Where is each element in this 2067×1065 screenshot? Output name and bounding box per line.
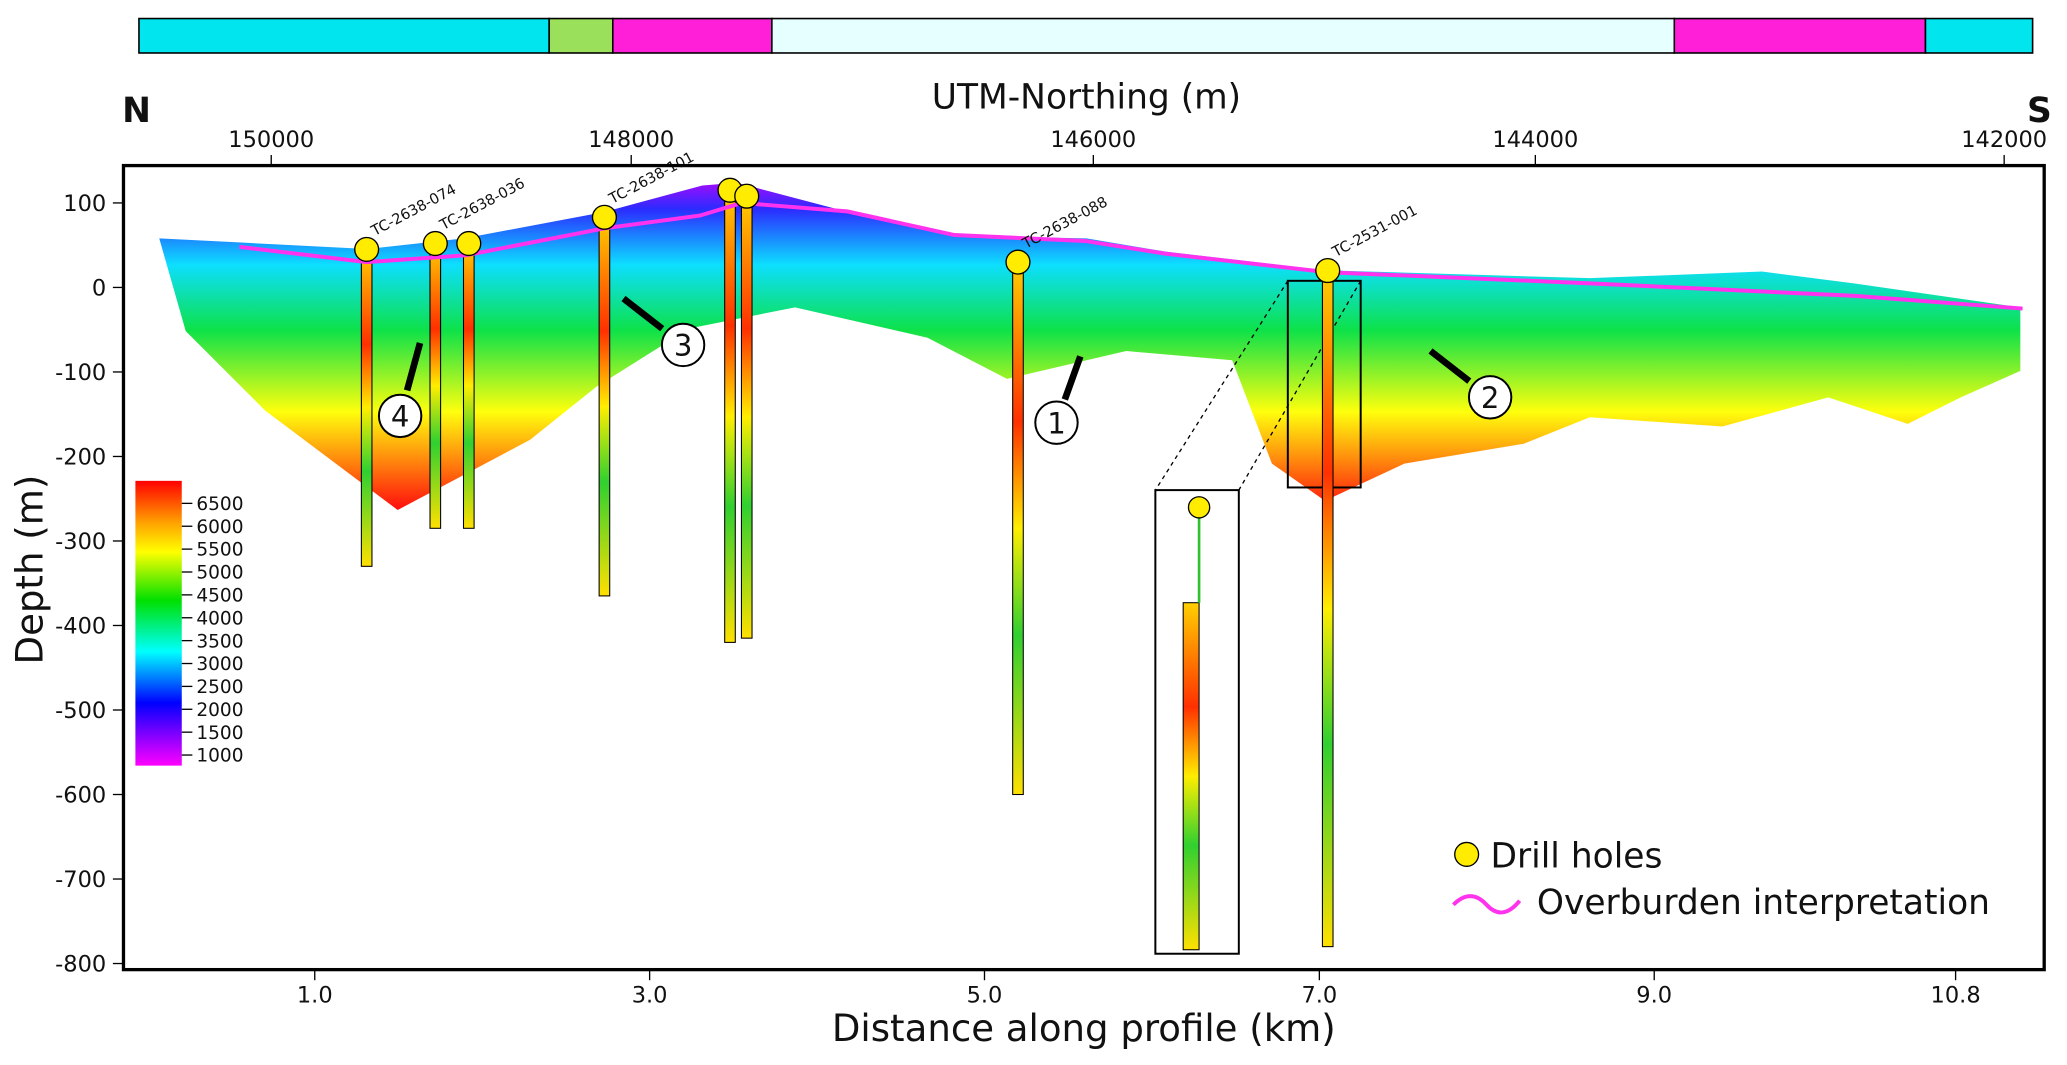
annotation-arrow [1061, 355, 1084, 401]
geology-strip [138, 17, 2034, 54]
drill-hole-marker [354, 236, 380, 262]
colorbar-tick-label: 1000 [196, 746, 243, 767]
inset-drill-log [1182, 602, 1200, 951]
strip-segment [138, 17, 550, 54]
y-tick-label: -200 [55, 444, 106, 470]
drill-hole-marker [1315, 257, 1341, 284]
legend-label: Drill holes [1490, 837, 1662, 877]
drill-hole-log [1321, 270, 1334, 948]
zoom-leader-line [1238, 280, 1362, 491]
top-tick-label: 144000 [1492, 127, 1578, 153]
top-tick-label: 150000 [228, 127, 314, 153]
annotation-circle [660, 322, 706, 368]
legend: Drill holes Overburden interpretation [1452, 837, 1990, 923]
top-tick-label: 146000 [1050, 127, 1136, 153]
drill-hole-marker [422, 230, 448, 257]
top-tick-label: 142000 [1961, 127, 2047, 153]
y-axis: 100 0 -100 -200 -300 -400 -500 -600 -700 -800 [55, 191, 124, 977]
annotations: 1 2 3 4 [377, 295, 1513, 445]
colorbar-tick-label: 5000 [196, 563, 243, 584]
annotation-arrow [621, 295, 665, 332]
annotation-circle [1034, 400, 1079, 445]
colorbar-tick-label: 2500 [196, 677, 243, 698]
drill-hole-marker [456, 230, 482, 257]
strip-segment [771, 17, 1676, 54]
y-axis-title: Depth (m) [9, 475, 52, 665]
drill-hole-marker [734, 183, 760, 209]
north-label: N [122, 91, 151, 131]
annotation-label: 1 [1047, 406, 1066, 440]
zoom-leader-line [1154, 280, 1289, 491]
x-axis: 1.0 3.0 5.0 7.0 9.0 10.8 [297, 969, 1981, 1009]
y-tick-label: -600 [55, 782, 106, 808]
y-tick-label: -300 [55, 529, 106, 555]
y-tick-label: -500 [55, 698, 106, 724]
y-tick-label: -800 [55, 951, 106, 977]
y-tick-label: -700 [55, 867, 106, 893]
strip-segment [1673, 17, 1927, 54]
drill-hole-log [462, 242, 475, 529]
strip-segment [1924, 17, 2034, 54]
drill-hole-log [1012, 261, 1024, 796]
x-tick-label: 3.0 [632, 983, 668, 1009]
drill-hole-log [724, 189, 736, 643]
annotation-arrow [403, 342, 424, 392]
x-tick-label: 7.0 [1301, 983, 1337, 1009]
inset-drill-hole-marker [1187, 496, 1211, 519]
strip-segment [611, 17, 773, 54]
drill-hole-marker [591, 204, 618, 230]
annotation-arrow [1428, 348, 1472, 384]
colorbar-tick-label: 4000 [196, 608, 243, 629]
colorbar-tick-label: 6000 [196, 517, 243, 538]
annotation-label: 2 [1481, 381, 1500, 415]
x-tick-label: 1.0 [297, 983, 333, 1009]
top-tick-label: 148000 [588, 127, 674, 153]
overburden-line [239, 200, 2023, 311]
legend-overburden-symbol [1452, 894, 1522, 915]
colorbar-tick-label: 1500 [196, 723, 243, 744]
drill-hole-log [598, 216, 611, 597]
annotation-circle [1467, 375, 1513, 420]
colorbar-tick-label: 4500 [196, 586, 243, 607]
colorbar-tick-label: 3500 [196, 631, 243, 652]
x-tick-label: 10.8 [1931, 983, 1981, 1009]
colorbar-tick-label: 5500 [196, 540, 243, 561]
strip-segment [548, 17, 614, 54]
drill-hole-log [360, 248, 373, 567]
colorbar-tick-label: 6500 [196, 494, 243, 515]
y-tick-label: 0 [92, 275, 106, 301]
colorbar-ticks: 6500600055005000450040003500300025002000… [181, 494, 244, 767]
x-tick-label: 5.0 [967, 983, 1003, 1009]
plot-frame [121, 163, 2046, 972]
drill-hole-label: TC-2531-001 [1329, 202, 1420, 261]
x-axis-title: Distance along profile (km) [832, 1007, 1336, 1050]
drill-hole-log [740, 195, 753, 639]
colorbar-tick-label: 3000 [196, 654, 243, 675]
top-axis-title: UTM-Northing (m) [932, 78, 1241, 118]
colorbar-tick-label: 2000 [196, 700, 243, 721]
y-tick-label: -100 [55, 360, 106, 386]
south-label: S [2027, 91, 2052, 131]
drill-hole-log [429, 242, 442, 529]
y-tick-label: 100 [63, 191, 106, 217]
velocity-model [159, 182, 2021, 510]
y-tick-label: -400 [55, 613, 106, 639]
legend-drill-hole-symbol [1454, 841, 1480, 867]
top-axis: 150000 148000 146000 144000 142000 [228, 127, 2047, 166]
annotation-circle [377, 393, 423, 439]
annotation-label: 3 [674, 329, 693, 363]
colorbar [135, 480, 182, 766]
x-tick-label: 9.0 [1636, 983, 1672, 1009]
annotation-label: 4 [391, 399, 410, 433]
drill-hole-marker [1005, 249, 1031, 275]
legend-label: Overburden interpretation [1537, 883, 1990, 923]
